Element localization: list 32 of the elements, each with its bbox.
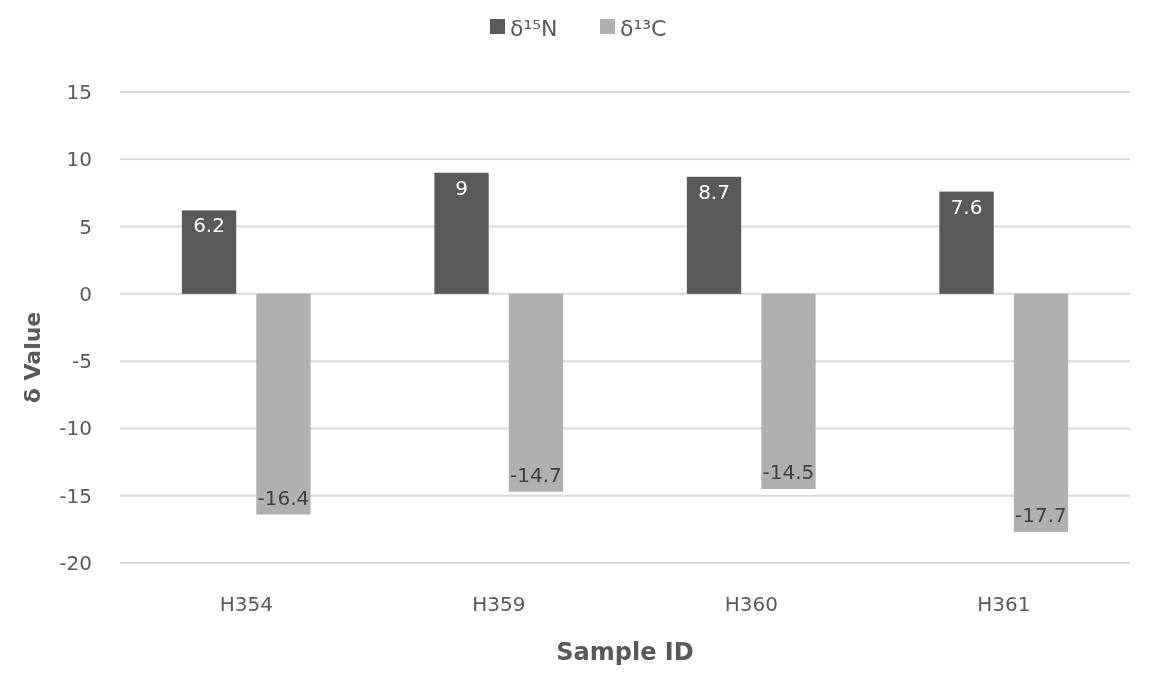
bar — [761, 293, 816, 489]
y-tick-label: 5 — [79, 214, 92, 239]
y-tick-label: -20 — [59, 551, 92, 575]
bar — [939, 191, 994, 294]
bar — [686, 176, 742, 294]
y-tick-label: -10 — [59, 416, 92, 441]
bar — [256, 293, 311, 515]
y-tick-label: 15 — [66, 80, 92, 104]
y-tick-label: -15 — [59, 483, 92, 508]
data-label: 8.7 — [698, 179, 730, 204]
x-tick-label: H359 — [472, 592, 526, 616]
data-label: 6.2 — [193, 213, 225, 238]
bar — [1013, 293, 1069, 533]
data-label: -16.4 — [257, 485, 310, 510]
x-axis-title: Sample ID — [556, 638, 694, 666]
bar — [181, 210, 237, 294]
data-label: 7.6 — [950, 194, 983, 219]
legend-label: δ¹³C — [620, 15, 667, 41]
x-tick-label: H360 — [724, 592, 778, 616]
legend-label: δ¹⁵N — [510, 15, 558, 41]
data-label: -14.5 — [762, 459, 815, 484]
bar — [434, 172, 489, 294]
y-tick-label: -5 — [72, 349, 92, 374]
bar — [508, 293, 564, 492]
y-axis-title: δ Value — [20, 311, 45, 404]
x-tick-label: H361 — [977, 592, 1031, 616]
y-tick-label: 10 — [66, 147, 92, 172]
data-label: -14.7 — [510, 462, 562, 487]
data-label: 9 — [455, 175, 468, 200]
y-tick-label: 0 — [79, 281, 92, 306]
data-label: -17.7 — [1015, 503, 1067, 528]
x-tick-label: H354 — [219, 592, 273, 616]
